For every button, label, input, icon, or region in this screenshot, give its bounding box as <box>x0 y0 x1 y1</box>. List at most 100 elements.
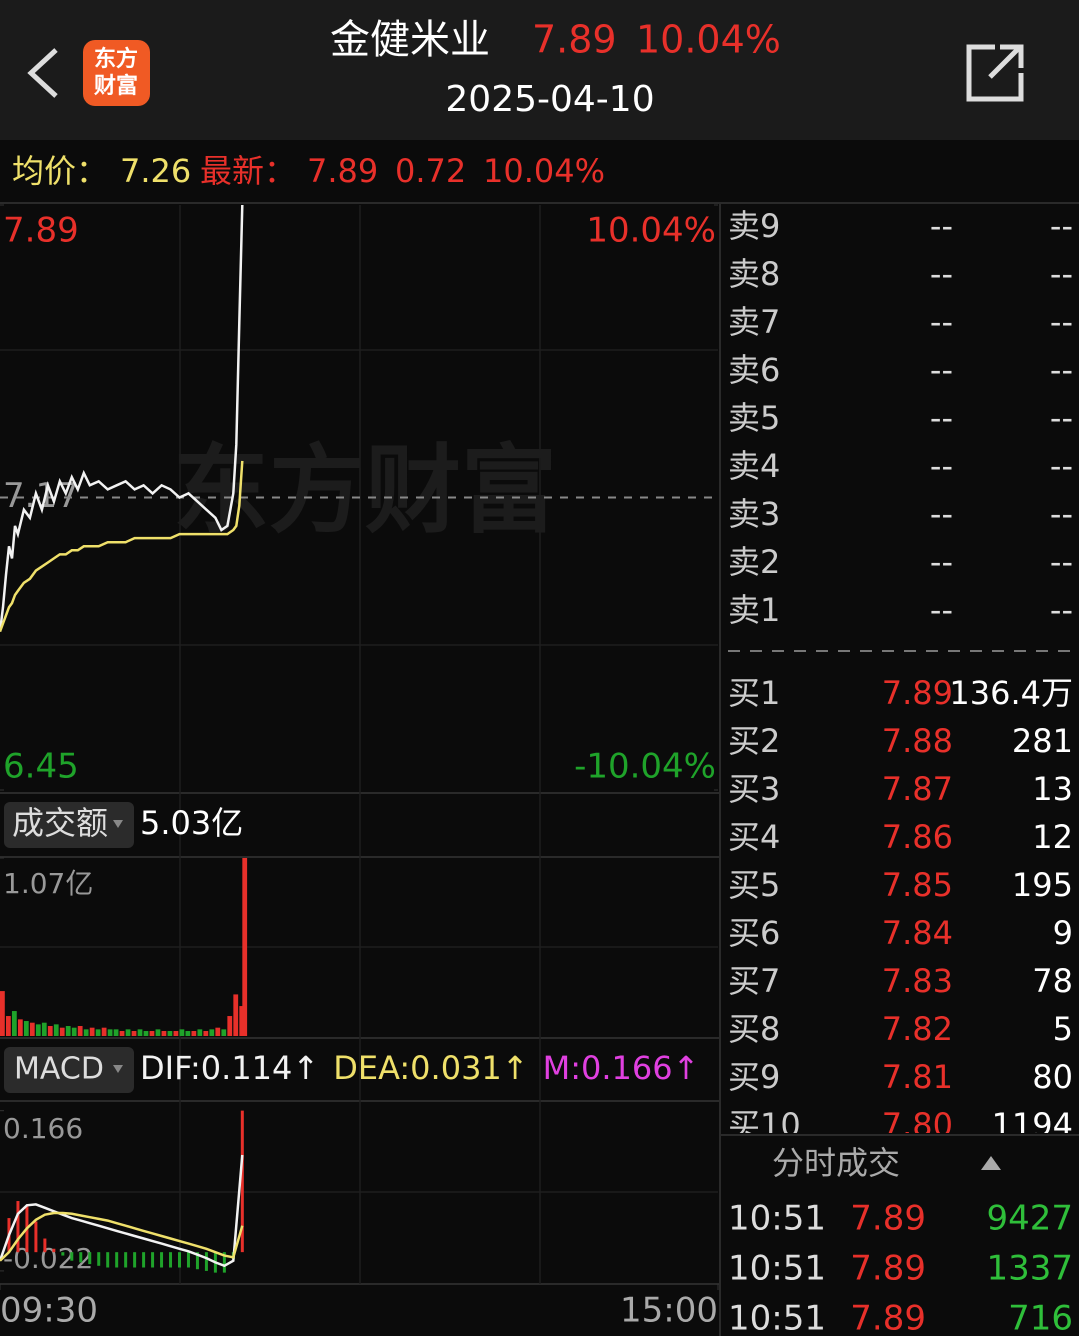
avg-price: 7.26 <box>120 152 191 190</box>
logo-text: 财富 <box>94 73 138 99</box>
legend-entry: M:0.166↑ <box>543 1049 700 1087</box>
buy-volume: 1194 <box>992 1106 1073 1144</box>
indicator-select[interactable] <box>4 802 134 848</box>
buy-level: 买10 <box>728 1106 801 1144</box>
y2-tick-label: 10.04% <box>586 211 716 251</box>
buy-level: 买1 <box>728 674 780 712</box>
x-tick-label: 15:00 <box>620 1291 718 1331</box>
buy-price: 7.89 <box>882 674 953 712</box>
dropdown-arrow <box>113 820 123 828</box>
volume-bar <box>143 1031 149 1036</box>
volume-bar <box>125 1029 131 1036</box>
x-tick-label: 09:30 <box>0 1291 98 1331</box>
volume-bar <box>95 1029 101 1036</box>
logo[interactable] <box>83 40 150 106</box>
sell-volume: -- <box>1050 255 1073 293</box>
indicator-select[interactable] <box>4 1047 134 1093</box>
buy-price: 7.83 <box>882 962 953 1000</box>
volume-bar <box>41 1022 47 1036</box>
buy-volume: 5 <box>1053 1010 1073 1048</box>
volume-bar <box>209 1029 215 1036</box>
buy-level: 买5 <box>728 866 780 904</box>
buy-price: 7.85 <box>882 866 953 904</box>
sell-volume: -- <box>1050 207 1073 245</box>
sell-price: -- <box>930 591 953 629</box>
stock-price: 7.89 <box>532 18 617 62</box>
volume-bar <box>167 1031 173 1036</box>
series-line <box>0 204 244 632</box>
sell-volume: -- <box>1050 495 1073 533</box>
separators <box>0 202 1079 1336</box>
buy-level: 买9 <box>728 1058 780 1096</box>
volume-bar <box>221 1029 227 1036</box>
trades-title: 分时成交 <box>772 1144 900 1182</box>
buy-volume: 78 <box>1032 962 1073 1000</box>
volume-bar <box>11 1011 17 1036</box>
volume-bar <box>173 1031 179 1036</box>
sell-level: 卖6 <box>728 351 780 389</box>
buy-volume: 9 <box>1053 914 1073 952</box>
share-button[interactable] <box>966 44 1024 102</box>
sell-volume: -- <box>1050 351 1073 389</box>
avg-label: 均价： <box>12 152 108 190</box>
last-label: 最新： <box>200 152 296 190</box>
volume-bar <box>149 1031 155 1036</box>
volume-bar <box>77 1026 83 1036</box>
trade-price: 7.89 <box>850 1199 926 1239</box>
buy-price: 7.84 <box>882 914 953 952</box>
volume-bar <box>107 1029 113 1036</box>
volume-bar <box>161 1031 167 1036</box>
y-tick-label: 7.89 <box>3 211 79 251</box>
trade-volume: 716 <box>1008 1299 1073 1336</box>
volume-bar <box>233 994 239 1036</box>
buy-level: 买3 <box>728 770 780 808</box>
volume-bar <box>17 1019 23 1036</box>
sell-level: 卖8 <box>728 255 780 293</box>
trade-time: 10:51 <box>728 1199 826 1239</box>
sell-price: -- <box>930 207 953 245</box>
sort-arrow[interactable] <box>981 1156 1001 1170</box>
buy-price: 7.80 <box>882 1106 953 1144</box>
buy-price: 7.87 <box>882 770 953 808</box>
sell-price: -- <box>930 303 953 341</box>
buy-price: 7.88 <box>882 722 953 760</box>
volume-bar <box>203 1031 209 1036</box>
volume-bar <box>179 1029 185 1036</box>
volume-bar <box>155 1029 161 1036</box>
volume-bar <box>101 1027 107 1036</box>
back-button[interactable] <box>27 48 58 98</box>
buy-level: 买6 <box>728 914 780 952</box>
buy-volume: 281 <box>1012 722 1073 760</box>
sell-price: -- <box>930 255 953 293</box>
sell-volume: -- <box>1050 591 1073 629</box>
volume-bar <box>242 858 248 1036</box>
last-price: 7.89 <box>307 152 378 190</box>
buy-level: 买8 <box>728 1010 780 1048</box>
volume-bar <box>131 1031 137 1036</box>
volume-bar <box>83 1029 89 1036</box>
legend-entry: DEA:0.031↑ <box>333 1049 528 1087</box>
buy-price: 7.86 <box>882 818 953 856</box>
volume-bar <box>47 1026 53 1036</box>
sell-level: 卖9 <box>728 207 780 245</box>
buy-volume: 80 <box>1032 1058 1073 1096</box>
volume-bar <box>185 1031 191 1036</box>
y-tick-label: 1.07亿 <box>3 867 93 900</box>
volume-bar <box>89 1027 95 1036</box>
volume-bar <box>239 1006 245 1036</box>
last-change-pct: 10.04% <box>483 152 605 190</box>
buy-price: 7.82 <box>882 1010 953 1048</box>
sell-volume: -- <box>1050 303 1073 341</box>
macd-title: MACD <box>14 1052 104 1087</box>
volume-bar <box>71 1027 77 1036</box>
volume-bar <box>35 1024 41 1036</box>
trade-volume: 9427 <box>986 1199 1073 1239</box>
sell-price: -- <box>930 543 953 581</box>
sell-level: 卖5 <box>728 399 780 437</box>
volume-bar <box>5 1016 11 1036</box>
y2-tick-label: -10.04% <box>574 747 716 787</box>
stock-change: 10.04% <box>636 18 781 62</box>
sell-price: -- <box>930 495 953 533</box>
